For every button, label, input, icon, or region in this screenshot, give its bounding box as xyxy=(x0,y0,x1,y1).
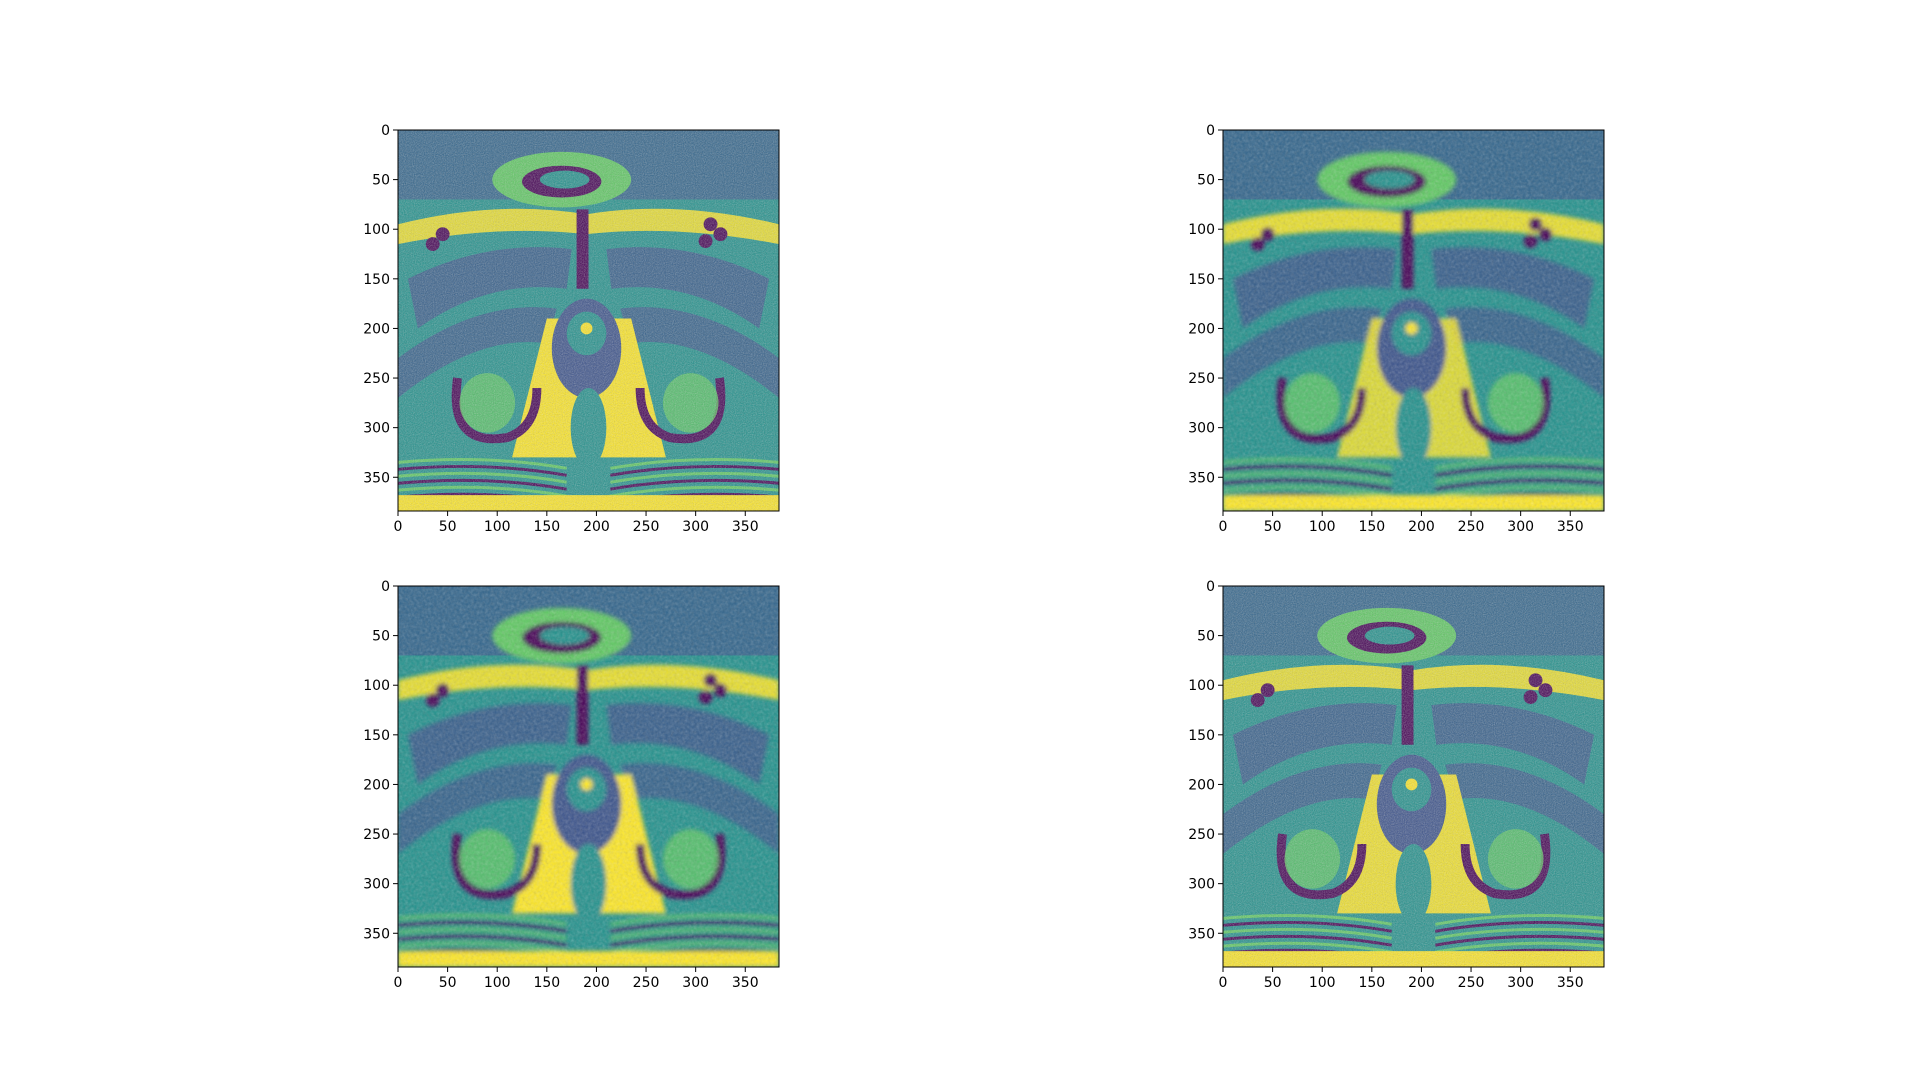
x-tick-label: 200 xyxy=(1408,975,1435,991)
y-tick-label: 200 xyxy=(1188,777,1215,793)
x-tick-label: 100 xyxy=(484,975,511,991)
x-tick-label: 150 xyxy=(1358,519,1385,535)
y-tick-label: 350 xyxy=(363,926,390,942)
y-tick-label: 350 xyxy=(1188,926,1215,942)
y-tick-label: 0 xyxy=(1206,123,1215,139)
mri-image xyxy=(398,130,779,511)
axes-frame xyxy=(1222,585,1605,968)
x-tick-label: 100 xyxy=(1309,975,1336,991)
y-tick-label: 50 xyxy=(1197,629,1215,645)
y-tick-label: 100 xyxy=(363,222,390,238)
y-tick-label: 100 xyxy=(1188,222,1215,238)
x-tick-label: 350 xyxy=(732,519,759,535)
x-tick-label: 200 xyxy=(1408,519,1435,535)
image-panel-bottom-left: 0 50 100 150 200 250 300 350 0 50 100 150 200 250 300 3… xyxy=(363,579,780,991)
x-tick-label: 350 xyxy=(1557,975,1584,991)
x-tick-label: 100 xyxy=(1309,519,1336,535)
y-tick-label: 300 xyxy=(363,421,390,437)
y-tick-label: 300 xyxy=(363,877,390,893)
y-tick-label: 300 xyxy=(1188,877,1215,893)
y-tick-label: 100 xyxy=(1188,678,1215,694)
x-tick-label: 350 xyxy=(732,975,759,991)
y-tick-label: 150 xyxy=(1188,728,1215,744)
axes-frame xyxy=(397,129,780,512)
image-panel-top-right: 0 50 100 150 200 250 300 350 0 50 100 150 200 250 300 3… xyxy=(1188,123,1605,535)
texture-noise xyxy=(398,586,779,967)
y-tick-label: 350 xyxy=(363,470,390,486)
x-tick-label: 200 xyxy=(583,519,610,535)
y-tick-label: 200 xyxy=(1188,321,1215,337)
x-tick-label: 50 xyxy=(1264,519,1282,535)
texture-noise xyxy=(1223,130,1604,511)
x-tick-label: 350 xyxy=(1557,519,1584,535)
x-tick-label: 300 xyxy=(682,975,709,991)
image-panel-top-left: 0 50 100 150 200 250 300 350 0 50 100 150 200 250 300 3… xyxy=(363,123,780,535)
texture-noise xyxy=(398,130,779,511)
y-tick-label: 50 xyxy=(1197,173,1215,189)
y-tick-label: 250 xyxy=(1188,827,1215,843)
y-tick-label: 150 xyxy=(363,728,390,744)
y-tick-label: 250 xyxy=(363,827,390,843)
x-tick-label: 300 xyxy=(1507,975,1534,991)
mri-image xyxy=(398,586,779,967)
x-tick-label: 0 xyxy=(1219,519,1228,535)
y-tick-label: 100 xyxy=(363,678,390,694)
x-tick-label: 100 xyxy=(484,519,511,535)
y-tick-label: 0 xyxy=(381,123,390,139)
x-tick-label: 250 xyxy=(1458,519,1485,535)
y-tick-label: 150 xyxy=(1188,272,1215,288)
x-tick-label: 50 xyxy=(1264,975,1282,991)
x-tick-label: 50 xyxy=(439,519,457,535)
x-tick-label: 150 xyxy=(533,519,560,535)
image-panel-bottom-right: 0 50 100 150 200 250 300 350 0 50 100 150 200 250 300 3… xyxy=(1188,579,1605,991)
x-tick-label: 0 xyxy=(1219,975,1228,991)
y-tick-label: 50 xyxy=(372,629,390,645)
x-tick-label: 150 xyxy=(533,975,560,991)
y-tick-label: 150 xyxy=(363,272,390,288)
x-tick-label: 250 xyxy=(633,519,660,535)
mri-image xyxy=(1223,130,1604,511)
y-tick-label: 250 xyxy=(1188,371,1215,387)
axes-frame xyxy=(1222,129,1605,512)
y-tick-label: 50 xyxy=(372,173,390,189)
x-tick-label: 50 xyxy=(439,975,457,991)
y-tick-label: 250 xyxy=(363,371,390,387)
y-tick-label: 200 xyxy=(363,321,390,337)
axes-frame xyxy=(397,585,780,968)
x-tick-label: 0 xyxy=(394,975,403,991)
x-tick-label: 250 xyxy=(1458,975,1485,991)
y-tick-label: 0 xyxy=(381,579,390,595)
x-tick-label: 0 xyxy=(394,519,403,535)
x-tick-label: 250 xyxy=(633,975,660,991)
y-tick-label: 0 xyxy=(1206,579,1215,595)
y-tick-label: 200 xyxy=(363,777,390,793)
y-tick-label: 300 xyxy=(1188,421,1215,437)
x-tick-label: 200 xyxy=(583,975,610,991)
mri-image xyxy=(1223,586,1604,967)
x-tick-label: 300 xyxy=(1507,519,1534,535)
x-tick-label: 300 xyxy=(682,519,709,535)
y-tick-label: 350 xyxy=(1188,470,1215,486)
texture-noise xyxy=(1223,586,1604,967)
x-tick-label: 150 xyxy=(1358,975,1385,991)
